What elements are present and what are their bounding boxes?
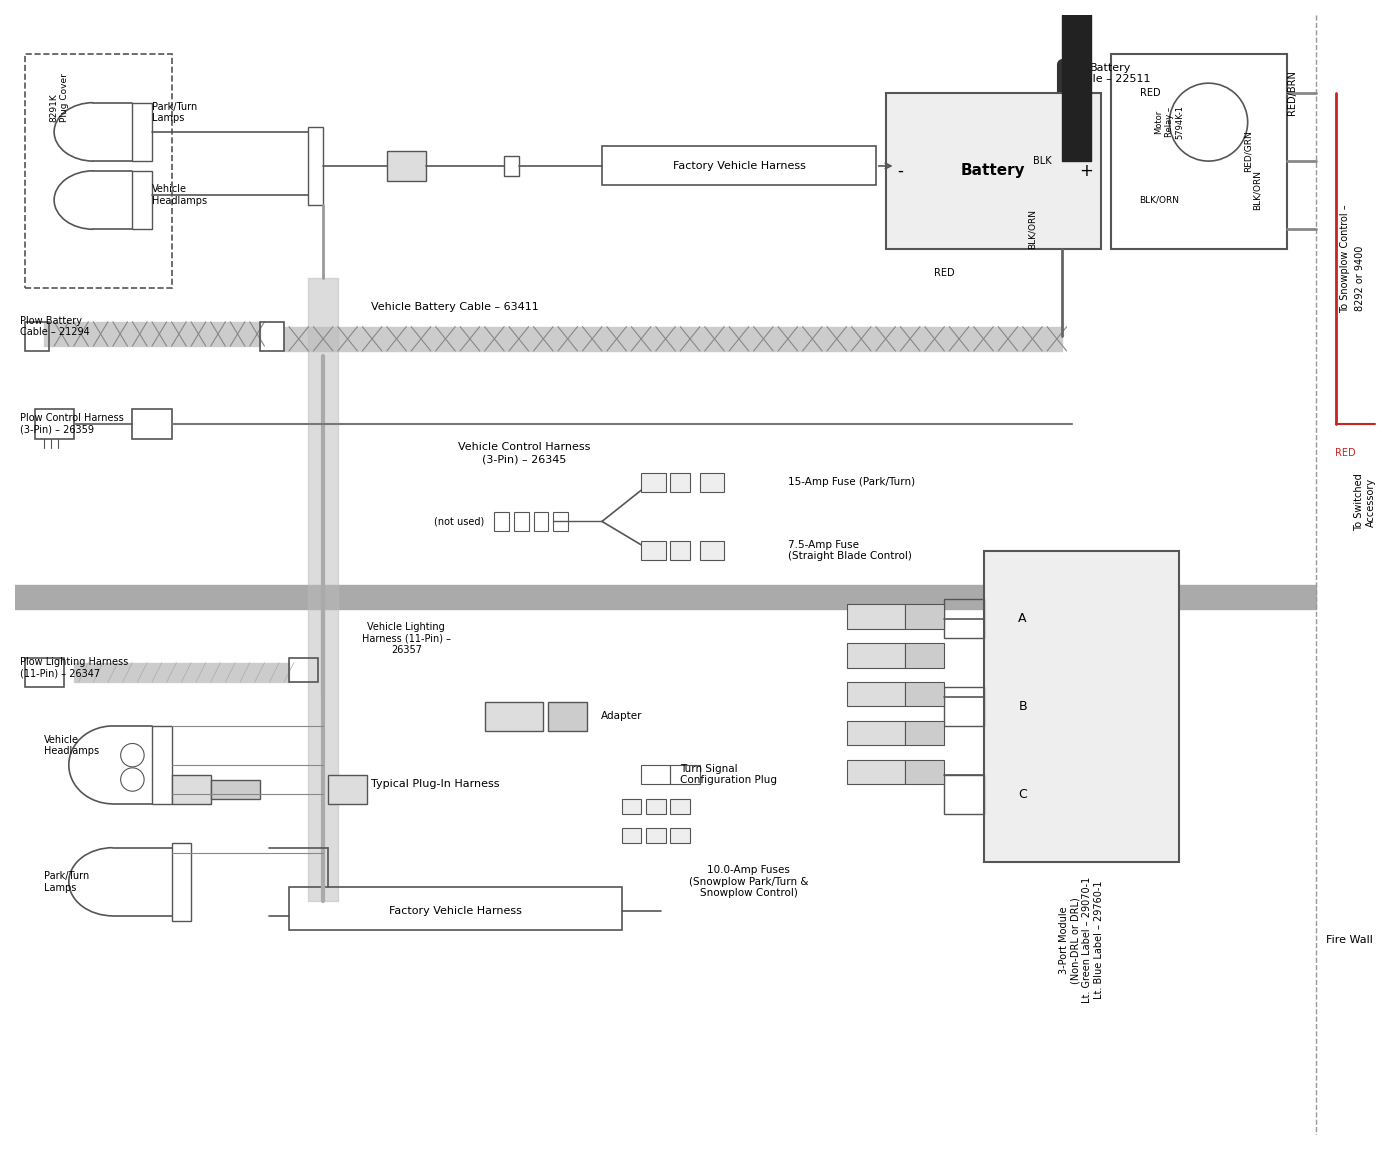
- Text: RED: RED: [1336, 448, 1355, 458]
- Bar: [945, 687, 984, 726]
- Bar: [328, 775, 367, 804]
- Text: Fire Wall: Fire Wall: [1326, 935, 1373, 945]
- Bar: [847, 721, 906, 745]
- Text: BLK/ORN: BLK/ORN: [1140, 196, 1180, 205]
- Bar: [549, 702, 588, 731]
- Text: Vehicle Battery Cable – 63411: Vehicle Battery Cable – 63411: [371, 302, 539, 312]
- Bar: [25, 54, 172, 288]
- Bar: [133, 171, 153, 229]
- Text: Park/Turn
Lamps: Park/Turn Lamps: [153, 101, 197, 123]
- Text: 8291K
Plug Cover: 8291K Plug Cover: [49, 74, 69, 122]
- Text: 7.5-Amp Fuse
(Straight Blade Control): 7.5-Amp Fuse (Straight Blade Control): [788, 539, 911, 561]
- Text: Turn Signal
Configuration Plug: Turn Signal Configuration Plug: [680, 764, 777, 785]
- Bar: [847, 682, 906, 706]
- Bar: [906, 682, 945, 706]
- Bar: [35, 409, 74, 438]
- Text: Typical Plug-In Harness: Typical Plug-In Harness: [371, 780, 500, 789]
- Bar: [700, 473, 724, 492]
- Bar: [847, 760, 906, 784]
- Bar: [671, 540, 690, 560]
- Text: Vehicle
Headlamps: Vehicle Headlamps: [45, 735, 99, 757]
- Text: (not used): (not used): [434, 516, 484, 527]
- Text: Vehicle Control Harness
(3-Pin) – 26345: Vehicle Control Harness (3-Pin) – 26345: [458, 443, 589, 465]
- Bar: [172, 843, 190, 921]
- Bar: [533, 512, 549, 531]
- Bar: [25, 322, 49, 351]
- Text: Plow Battery
Cable – 21294: Plow Battery Cable – 21294: [20, 316, 90, 337]
- Bar: [641, 765, 671, 784]
- Text: Battery
Cable – 22511: Battery Cable – 22511: [1071, 62, 1151, 84]
- Text: Factory Vehicle Harness: Factory Vehicle Harness: [389, 906, 522, 917]
- Bar: [671, 765, 700, 784]
- Text: RED: RED: [934, 268, 955, 278]
- Bar: [172, 775, 210, 804]
- Bar: [25, 658, 64, 687]
- Text: 10.0-Amp Fuses
(Snowplow Park/Turn &
Snowplow Control): 10.0-Amp Fuses (Snowplow Park/Turn & Sno…: [689, 865, 808, 898]
- Bar: [945, 599, 984, 638]
- Bar: [308, 126, 323, 205]
- Bar: [641, 473, 665, 492]
- Text: RED: RED: [1140, 87, 1161, 98]
- Bar: [641, 540, 665, 560]
- Text: To Switched
Accessory: To Switched Accessory: [1354, 473, 1376, 531]
- Bar: [906, 604, 945, 629]
- Bar: [288, 887, 622, 930]
- Text: A: A: [1018, 612, 1028, 626]
- Bar: [514, 512, 529, 531]
- Bar: [906, 643, 945, 667]
- Text: BLK: BLK: [1033, 156, 1051, 166]
- Text: To Snowplow Control –: To Snowplow Control –: [1340, 205, 1351, 313]
- Bar: [553, 512, 568, 531]
- Text: Plow Lighting Harness
(11-Pin) – 26347: Plow Lighting Harness (11-Pin) – 26347: [20, 657, 129, 678]
- Bar: [847, 604, 906, 629]
- Text: C: C: [1018, 788, 1028, 800]
- Text: BLK/ORN: BLK/ORN: [1253, 170, 1261, 210]
- Bar: [906, 760, 945, 784]
- Bar: [671, 473, 690, 492]
- Bar: [671, 799, 690, 813]
- Text: 8292 or 9400: 8292 or 9400: [1355, 245, 1365, 310]
- Text: Factory Vehicle Harness: Factory Vehicle Harness: [672, 161, 805, 171]
- Text: -: -: [897, 162, 903, 179]
- Bar: [210, 780, 259, 799]
- Bar: [645, 828, 665, 843]
- Text: 3-Port Module
(Non-DRL or DRL)
Lt. Green Label – 29070-1
Lt. Blue Label – 29760-: 3-Port Module (Non-DRL or DRL) Lt. Green…: [1058, 877, 1103, 1003]
- Bar: [622, 799, 641, 813]
- Text: Battery: Battery: [960, 163, 1026, 178]
- Bar: [386, 152, 426, 181]
- Bar: [1110, 54, 1287, 248]
- Text: 15-Amp Fuse (Park/Turn): 15-Amp Fuse (Park/Turn): [788, 477, 916, 488]
- Bar: [484, 702, 543, 731]
- Bar: [984, 551, 1179, 862]
- Text: Adapter: Adapter: [601, 711, 643, 721]
- Bar: [671, 828, 690, 843]
- Bar: [645, 799, 665, 813]
- Bar: [494, 512, 510, 531]
- Bar: [259, 322, 284, 351]
- Text: B: B: [1018, 700, 1028, 713]
- Text: Park/Turn
Lamps: Park/Turn Lamps: [45, 871, 90, 892]
- Text: Vehicle
Headlamps: Vehicle Headlamps: [153, 184, 207, 206]
- Bar: [945, 775, 984, 813]
- Text: RED/GRN: RED/GRN: [1243, 130, 1252, 172]
- Text: BLK/ORN: BLK/ORN: [1028, 209, 1037, 250]
- Text: Vehicle Lighting
Harness (11-Pin) –
26357: Vehicle Lighting Harness (11-Pin) – 2635…: [361, 622, 451, 654]
- Bar: [700, 540, 724, 560]
- Text: RED/BRN: RED/BRN: [1287, 70, 1296, 115]
- Text: Plow Control Harness
(3-Pin) – 26359: Plow Control Harness (3-Pin) – 26359: [20, 413, 123, 435]
- Text: +: +: [1079, 162, 1093, 179]
- Bar: [886, 93, 1100, 248]
- Bar: [847, 643, 906, 667]
- Bar: [622, 828, 641, 843]
- Bar: [504, 156, 519, 176]
- Bar: [133, 409, 172, 438]
- Text: Motor
Relay –
5794K-1: Motor Relay – 5794K-1: [1155, 105, 1184, 139]
- Bar: [906, 721, 945, 745]
- Bar: [153, 726, 172, 804]
- Bar: [288, 658, 318, 682]
- Bar: [133, 102, 153, 161]
- Bar: [602, 146, 876, 185]
